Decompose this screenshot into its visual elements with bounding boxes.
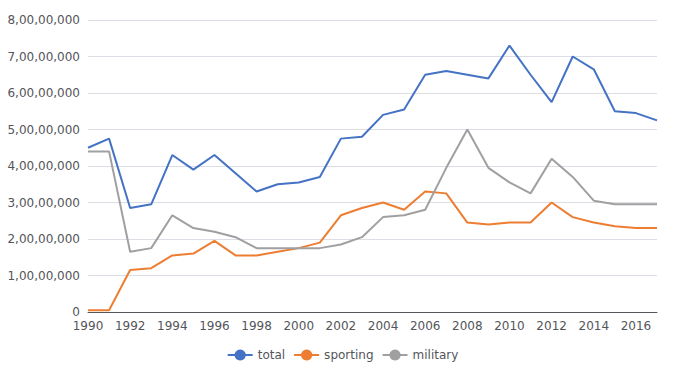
svg-text:2012: 2012 xyxy=(536,319,567,333)
svg-text:1992: 1992 xyxy=(115,319,146,333)
svg-text:1,00,00,000: 1,00,00,000 xyxy=(7,269,80,283)
svg-text:1994: 1994 xyxy=(157,319,188,333)
svg-text:2002: 2002 xyxy=(326,319,357,333)
svg-text:2006: 2006 xyxy=(410,319,441,333)
svg-text:2008: 2008 xyxy=(452,319,483,333)
svg-text:2010: 2010 xyxy=(494,319,525,333)
svg-text:4,00,00,000: 4,00,00,000 xyxy=(7,159,80,173)
svg-text:military: military xyxy=(413,348,459,362)
svg-text:2004: 2004 xyxy=(368,319,399,333)
svg-text:5,00,00,000: 5,00,00,000 xyxy=(7,123,80,137)
svg-text:1990: 1990 xyxy=(73,319,104,333)
svg-text:7,00,00,000: 7,00,00,000 xyxy=(7,50,80,64)
svg-text:1996: 1996 xyxy=(199,319,230,333)
svg-text:6,00,00,000: 6,00,00,000 xyxy=(7,86,80,100)
svg-text:3,00,00,000: 3,00,00,000 xyxy=(7,196,80,210)
svg-text:total: total xyxy=(258,348,285,362)
svg-text:sporting: sporting xyxy=(324,348,373,362)
svg-text:2000: 2000 xyxy=(283,319,314,333)
svg-text:0: 0 xyxy=(72,305,80,319)
svg-text:1998: 1998 xyxy=(241,319,272,333)
svg-text:2014: 2014 xyxy=(579,319,610,333)
svg-text:8,00,00,000: 8,00,00,000 xyxy=(7,13,80,27)
svg-text:2016: 2016 xyxy=(621,319,652,333)
svg-text:2,00,00,000: 2,00,00,000 xyxy=(7,232,80,246)
